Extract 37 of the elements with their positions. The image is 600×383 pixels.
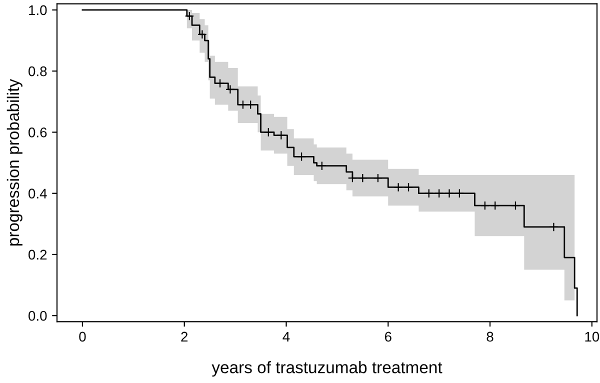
point	[226, 84, 235, 94]
point	[404, 182, 414, 192]
y-tick-label: 1.0	[29, 5, 47, 16]
point	[424, 188, 434, 198]
y-tick-label: 0.6	[28, 128, 47, 138]
y-tick-label: 0.2	[28, 250, 47, 260]
x-axis-title: years of trastuzumab treatment	[212, 361, 442, 377]
point	[454, 188, 464, 198]
point	[215, 78, 225, 88]
point	[358, 173, 368, 183]
point	[434, 188, 444, 198]
y-tick-label: 0.4	[28, 188, 47, 199]
point	[296, 152, 306, 162]
point	[480, 200, 490, 210]
y-tick-label: 0.0	[28, 310, 47, 321]
point	[276, 130, 286, 140]
point	[198, 30, 207, 40]
point	[238, 100, 248, 110]
point	[348, 173, 358, 183]
x-tick-label: 6	[384, 332, 392, 342]
point	[184, 11, 194, 21]
point	[264, 128, 274, 137]
point	[510, 200, 520, 210]
x-tick-label: 8	[486, 332, 494, 342]
x-tick-label: 2	[181, 332, 188, 342]
x-tick-label: 10	[585, 332, 600, 342]
point	[373, 173, 383, 183]
y-axis-title: progression probability	[6, 78, 22, 246]
point	[394, 182, 403, 192]
point	[444, 188, 454, 198]
point	[246, 100, 256, 110]
x-tick-label: 4	[282, 332, 290, 342]
point	[317, 161, 327, 170]
y-tick-label: 0.8	[28, 66, 47, 76]
x-tick-label: 0	[79, 332, 86, 342]
point	[490, 200, 500, 210]
point	[549, 222, 558, 232]
